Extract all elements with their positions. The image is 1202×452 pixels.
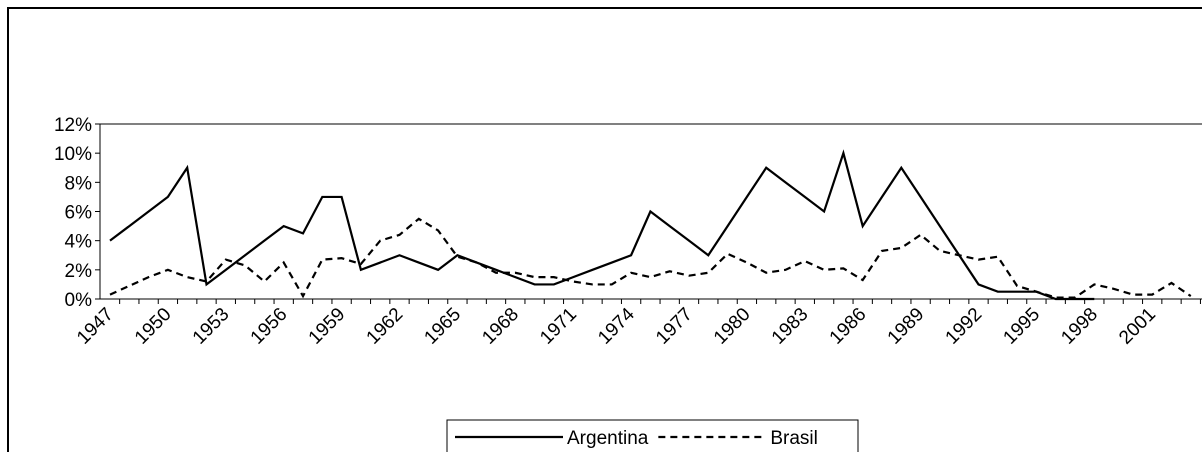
x-tick-label: 2001	[1115, 304, 1160, 349]
line-series	[109, 149, 1095, 301]
y-tick-label: 12%	[54, 115, 92, 136]
y-tick-label: 6%	[65, 203, 93, 224]
legend-label: Brasil	[770, 428, 818, 449]
x-tick-label: 1995	[999, 304, 1044, 349]
x-tick-label: 1989	[884, 304, 929, 349]
y-tick-label: 8%	[65, 173, 93, 194]
legend-label: Argentina	[567, 428, 649, 449]
x-tick-label: 1956	[247, 304, 292, 349]
x-tick-label: 1959	[305, 304, 350, 349]
x-tick-label: 1977	[652, 304, 697, 349]
line-series	[109, 217, 1192, 299]
x-tick-label: 1980	[710, 304, 755, 349]
x-tick-label: 1983	[768, 304, 813, 349]
x-tick-label: 1986	[826, 304, 871, 349]
x-tick-label: 1974	[594, 304, 639, 349]
x-tick-label: 1965	[420, 304, 465, 349]
y-tick-label: 10%	[54, 144, 92, 165]
y-tick-label: 0%	[65, 290, 93, 311]
y-tick-label: 2%	[65, 261, 93, 282]
x-tick-label: 1971	[536, 304, 581, 349]
x-tick-label: 1950	[131, 304, 176, 349]
x-tick-label: 1968	[478, 304, 523, 349]
x-tick-label: 1998	[1057, 304, 1102, 349]
x-tick-label: 1953	[189, 304, 234, 349]
y-tick-label: 4%	[65, 232, 93, 253]
x-tick-label: 1962	[363, 304, 408, 349]
x-tick-label: 1992	[942, 304, 987, 349]
chart-border	[7, 7, 1202, 452]
